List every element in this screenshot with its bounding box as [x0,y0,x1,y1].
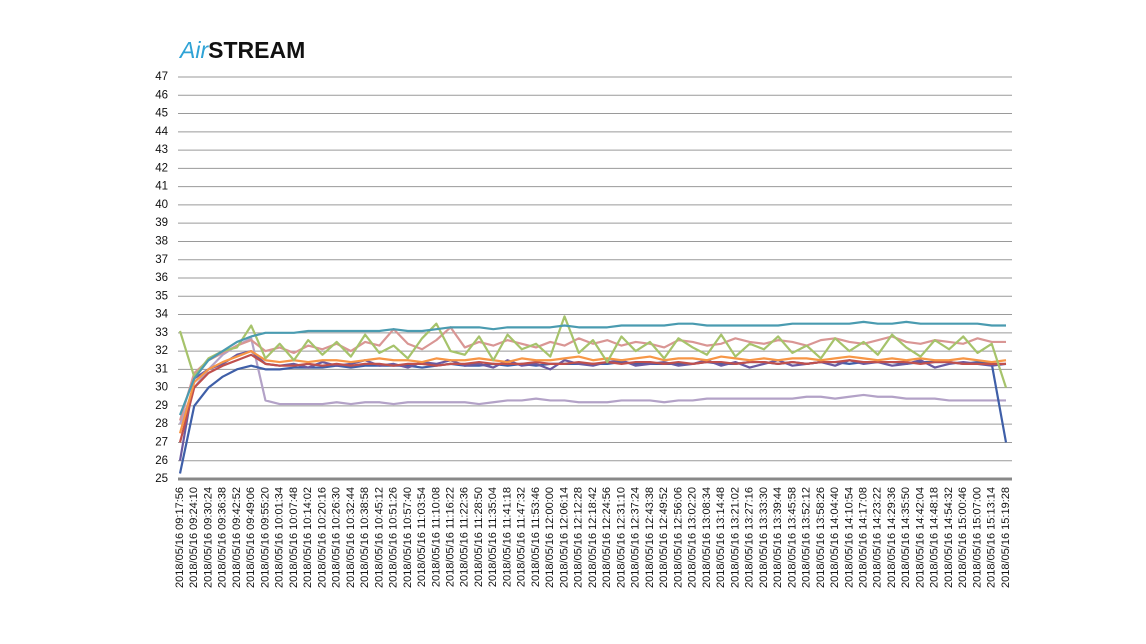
x-tick-label: 2018/05/16 09:17:56 [174,487,186,588]
title-prefix: Air [178,37,209,63]
x-tick-label: 2018/05/16 10:20:16 [316,487,328,588]
x-tick-label: 2018/05/16 11:03:54 [416,487,428,587]
x-tick-label: 2018/05/16 09:49:06 [245,487,257,588]
x-tick-label: 2018/05/16 12:00:00 [544,487,556,588]
x-tick-label: 2018/05/16 09:55:20 [259,487,271,588]
y-tick-label: 34 [155,309,168,321]
x-tick-label: 2018/05/16 14:23:22 [872,487,884,588]
x-tick-label: 2018/05/16 14:48:18 [929,487,941,588]
x-tick-label: 2018/05/16 15:00:46 [957,487,969,588]
x-tick-label: 2018/05/16 13:02:20 [687,487,699,588]
x-tick-label: 2018/05/16 10:01:34 [274,487,286,588]
x-tick-label: 2018/05/16 12:31:10 [615,487,627,588]
x-tick-label: 2018/05/16 13:14:48 [715,487,727,588]
y-tick-label: 30 [155,382,168,394]
y-tick-label: 38 [155,235,168,247]
y-tick-label: 33 [155,327,168,339]
y-tick-label: 39 [155,217,168,229]
x-tick-label: 2018/05/16 13:21:02 [729,487,741,588]
x-tick-label: 2018/05/16 12:12:28 [573,487,585,588]
series-line [178,360,1008,474]
x-tick-label: 2018/05/16 10:57:40 [402,487,414,588]
x-tick-label: 2018/05/16 12:43:38 [644,487,656,588]
y-tick-label: 45 [155,108,168,120]
x-tick-label: 2018/05/16 13:08:34 [701,487,713,588]
x-tick-label: 2018/05/16 11:16:22 [444,487,456,587]
y-tick-label: 37 [155,254,168,266]
y-tick-label: 26 [155,455,168,467]
y-tick-label: 46 [155,89,168,101]
x-tick-label: 2018/05/16 14:35:50 [900,487,912,588]
y-tick-label: 43 [155,144,168,156]
y-tick-label: 28 [155,418,168,430]
series-line [178,320,1006,416]
series-line [178,349,1007,434]
series-line [178,326,1006,421]
series-line [178,353,1006,443]
x-tick-label: 2018/05/16 15:13:14 [986,487,998,588]
x-tick-label: 2018/05/16 09:24:10 [188,487,200,588]
x-tick-label: 2018/05/16 11:41:18 [501,487,513,587]
x-tick-label: 2018/05/16 09:30:24 [202,487,214,588]
y-tick-label: 31 [155,363,168,375]
y-tick-label: 35 [155,290,168,302]
chart-title: AirSTREAM [178,37,305,63]
x-tick-label: 2018/05/16 12:56:06 [672,487,684,588]
x-tick-label: 2018/05/16 13:52:12 [801,487,813,588]
x-tick-label: 2018/05/16 14:42:04 [914,487,926,588]
x-tick-label: 2018/05/16 14:04:40 [829,487,841,588]
x-tick-label: 2018/05/16 12:37:24 [630,487,642,588]
x-tick-label: 2018/05/16 11:28:50 [473,487,485,587]
x-tick-label: 2018/05/16 11:35:04 [487,487,499,587]
y-tick-label: 25 [155,473,168,485]
x-tick-label: 2018/05/16 10:38:58 [359,487,371,588]
y-tick-label: 32 [155,345,168,357]
x-tick-label: 2018/05/16 09:36:38 [217,487,229,588]
y-tick-label: 42 [155,162,168,174]
x-tick-label: 2018/05/16 12:49:52 [658,487,670,588]
y-tick-label: 44 [155,126,168,138]
x-tick-label: 2018/05/16 10:45:12 [373,487,385,588]
x-tick-label: 2018/05/16 10:07:48 [288,487,300,588]
x-tick-label: 2018/05/16 14:17:08 [857,487,869,588]
y-tick-label: 29 [155,400,168,412]
x-tick-label: 2018/05/16 11:53:46 [530,487,542,587]
x-tick-label: 2018/05/16 11:22:36 [459,487,471,587]
x-tick-label: 2018/05/16 12:18:42 [587,487,599,588]
x-tick-label: 2018/05/16 10:32:44 [345,487,357,588]
series-line [178,315,1008,388]
x-tick-label: 2018/05/16 13:58:26 [815,487,827,588]
series-line [178,349,1007,461]
y-tick-label: 40 [155,199,168,211]
x-tick-label: 2018/05/16 09:42:52 [231,487,243,588]
x-tick-label: 2018/05/16 11:10:08 [430,487,442,587]
title-main: STREAM [208,37,305,63]
y-tick-label: 36 [155,272,168,284]
x-tick-label: 2018/05/16 11:47:32 [516,487,528,587]
x-tick-label: 2018/05/16 13:33:30 [758,487,770,588]
x-tick-label: 2018/05/16 13:45:58 [786,487,798,588]
x-tick-label: 2018/05/16 10:14:02 [302,487,314,588]
x-tick-label: 2018/05/16 13:39:44 [772,487,784,588]
x-tick-label: 2018/05/16 15:19:28 [1000,487,1012,588]
series-line [178,337,1006,425]
y-tick-label: 47 [155,71,168,83]
y-tick-label: 41 [155,181,168,193]
x-tick-label: 2018/05/16 14:29:36 [886,487,898,588]
x-tick-label: 2018/05/16 12:24:56 [601,487,613,588]
x-tick-label: 2018/05/16 10:26:30 [331,487,343,588]
x-tick-label: 2018/05/16 14:54:32 [943,487,955,588]
x-tick-label: 2018/05/16 12:06:14 [558,487,570,588]
x-tick-label: 2018/05/16 13:27:16 [744,487,756,588]
x-tick-label: 2018/05/16 10:51:26 [388,487,400,588]
y-tick-label: 27 [155,436,168,448]
x-tick-label: 2018/05/16 14:10:54 [843,487,855,588]
x-tick-label: 2018/05/16 15:07:00 [971,487,983,588]
